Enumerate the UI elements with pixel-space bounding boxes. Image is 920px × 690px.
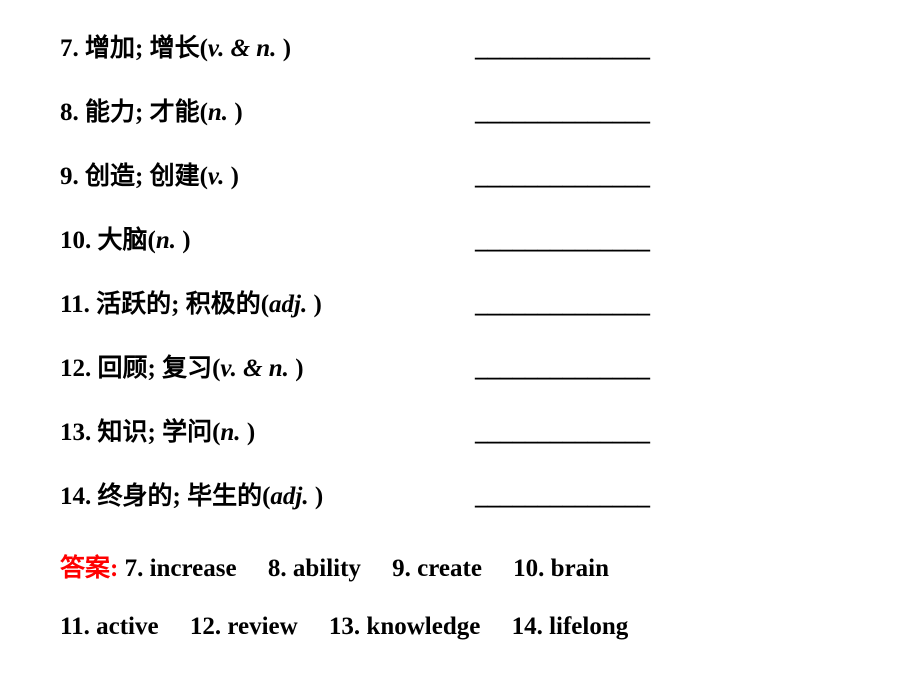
vocab-prompt: 14. 终身的; 毕生的(adj. ) bbox=[60, 476, 323, 512]
item-pos: n. bbox=[220, 419, 240, 446]
item-zh: 知识; 学问 bbox=[98, 419, 213, 446]
vocab-row: 14. 终身的; 毕生的(adj. ) ______________ bbox=[60, 476, 860, 512]
fill-blank: ______________ bbox=[475, 99, 650, 127]
item-number: 10. bbox=[60, 227, 91, 254]
vocab-row: 13. 知识; 学问(n. ) ______________ bbox=[60, 412, 860, 448]
item-number: 11. bbox=[60, 291, 90, 318]
vocab-row: 11. 活跃的; 积极的(adj. ) ______________ bbox=[60, 284, 860, 320]
item-pos: n. bbox=[208, 99, 228, 126]
item-number: 13. bbox=[60, 419, 91, 446]
vocab-row: 7. 增加; 增长(v. & n. ) ______________ bbox=[60, 28, 860, 64]
item-pos: n. bbox=[156, 227, 176, 254]
vocab-prompt: 8. 能力; 才能(n. ) bbox=[60, 92, 243, 128]
item-pos: adj. bbox=[270, 483, 308, 510]
item-number: 8. bbox=[60, 99, 79, 126]
item-number: 12. bbox=[60, 355, 91, 382]
item-zh: 终身的; 毕生的 bbox=[98, 483, 263, 510]
item-number: 7. bbox=[60, 35, 79, 62]
item-pos: adj. bbox=[269, 291, 307, 318]
item-zh: 大脑 bbox=[98, 227, 148, 254]
item-number: 9. bbox=[60, 163, 79, 190]
fill-blank: ______________ bbox=[475, 35, 650, 63]
item-pos: v. bbox=[208, 163, 224, 190]
vocab-row: 10. 大脑(n. ) ______________ bbox=[60, 220, 860, 256]
fill-blank: ______________ bbox=[475, 483, 650, 511]
answers-label: 答案: bbox=[60, 555, 118, 582]
vocab-prompt: 12. 回顾; 复习(v. & n. ) bbox=[60, 348, 304, 384]
item-zh: 能力; 才能 bbox=[85, 99, 200, 126]
answers-line2: 11. active 12. review 13. knowledge 14. … bbox=[60, 613, 628, 640]
answers-line1: 7. increase 8. ability 9. create 10. bra… bbox=[118, 555, 609, 582]
item-zh: 创造; 创建 bbox=[85, 163, 200, 190]
fill-blank: ______________ bbox=[475, 419, 650, 447]
answers-block: 答案: 7. increase 8. ability 9. create 10.… bbox=[60, 540, 860, 655]
vocab-prompt: 10. 大脑(n. ) bbox=[60, 220, 191, 256]
fill-blank: ______________ bbox=[475, 163, 650, 191]
vocab-prompt: 13. 知识; 学问(n. ) bbox=[60, 412, 255, 448]
fill-blank: ______________ bbox=[475, 355, 650, 383]
vocab-row: 12. 回顾; 复习(v. & n. ) ______________ bbox=[60, 348, 860, 384]
vocab-prompt: 9. 创造; 创建(v. ) bbox=[60, 156, 239, 192]
item-number: 14. bbox=[60, 483, 91, 510]
vocab-row: 8. 能力; 才能(n. ) ______________ bbox=[60, 92, 860, 128]
item-zh: 活跃的; 积极的 bbox=[96, 291, 261, 318]
vocab-prompt: 11. 活跃的; 积极的(adj. ) bbox=[60, 284, 322, 320]
vocab-prompt: 7. 增加; 增长(v. & n. ) bbox=[60, 28, 291, 64]
item-zh: 回顾; 复习 bbox=[98, 355, 213, 382]
fill-blank: ______________ bbox=[475, 227, 650, 255]
item-zh: 增加; 增长 bbox=[85, 35, 200, 62]
item-pos: v. & n. bbox=[208, 35, 277, 62]
vocab-row: 9. 创造; 创建(v. ) ______________ bbox=[60, 156, 860, 192]
fill-blank: ______________ bbox=[475, 291, 650, 319]
item-pos: v. & n. bbox=[220, 355, 289, 382]
